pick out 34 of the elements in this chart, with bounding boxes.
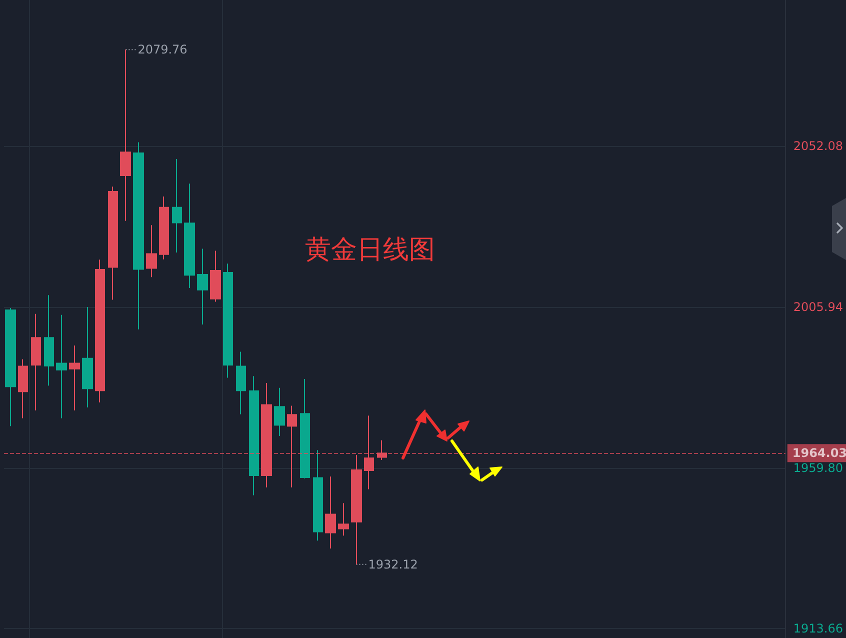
y-tick-label: 2052.08 [793,139,843,154]
y-tick-label: 1913.66 [793,622,843,636]
candlestick [133,142,144,330]
candlestick [146,224,157,278]
candlestick [31,313,41,411]
annotation: 2079.76 [138,42,188,57]
candlestick [184,183,195,288]
candlestick [159,196,169,260]
candlestick [197,248,208,325]
candlestick [300,378,310,479]
candlestick [44,294,54,386]
candlestick [18,358,28,419]
candlestick [274,387,285,436]
candlestick [172,158,182,253]
candlestick [210,250,221,302]
candlestick [338,502,349,536]
candlestick [120,49,131,222]
candlestick [249,376,259,496]
annotation: 1932.12 [368,557,418,572]
ref-line-label: 1964.03 [792,446,846,460]
candlestick [108,186,118,300]
candlestick [351,454,362,565]
candlestick [56,314,67,419]
candlestick [223,263,233,378]
candlestick [313,450,323,542]
y-tick-label: 1959.80 [793,460,843,475]
candlestick [5,307,16,427]
candlestick [69,344,80,411]
candlestick [236,351,246,415]
candlestick [82,306,93,408]
candlestick [95,259,105,403]
text: 黄金日线图 [305,235,435,265]
y-tick-label: 2005.94 [793,300,843,314]
candlestick [325,476,336,550]
